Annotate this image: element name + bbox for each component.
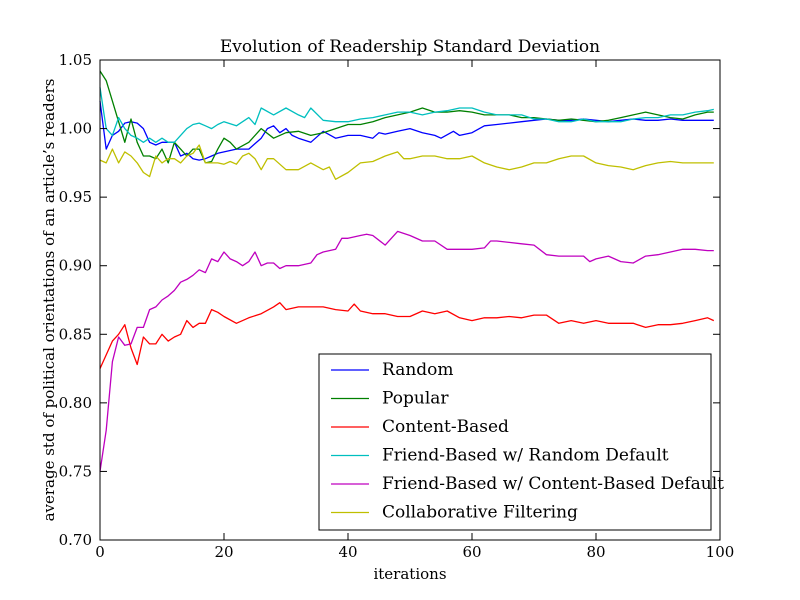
legend-label-5: Collaborative Filtering (382, 503, 578, 523)
y-tick-label: 0.70 (59, 531, 92, 549)
x-tick-label: 60 (462, 543, 481, 561)
legend-label-2: Content-Based (382, 417, 509, 437)
legend-label-3: Friend-Based w/ Random Default (382, 446, 669, 466)
x-axis-label: iterations (373, 565, 446, 583)
plot-frame (99, 59, 721, 541)
x-tick-label: 100 (706, 543, 735, 561)
legend-label-4: Friend-Based w/ Content-Based Default (382, 474, 724, 494)
x-tick-label: 40 (338, 543, 357, 561)
series-line-5 (99, 144, 714, 180)
y-tick-label: 0.95 (59, 188, 92, 206)
y-tick-label: 0.90 (59, 257, 92, 275)
x-tick-label: 0 (95, 543, 105, 561)
legend-label-1: Popular (382, 389, 449, 409)
series-line-3 (99, 87, 714, 143)
legend: Random Popular Content-Based Friend-Based w… (318, 353, 724, 531)
legend-label-0: Random (382, 360, 454, 380)
series-line-2 (99, 302, 715, 369)
y-tick-label: 1.05 (59, 51, 92, 69)
x-tick-label: 80 (586, 543, 605, 561)
y-tick-label: 0.80 (59, 394, 92, 412)
y-tick-label: 0.85 (59, 325, 92, 343)
y-tick-label: 0.75 (59, 462, 92, 480)
x-tick-label: 20 (214, 543, 233, 561)
series-line-1 (99, 70, 714, 164)
series-line-0 (99, 101, 714, 161)
chart-title: Evolution of Readership Standard Deviati… (220, 37, 600, 57)
series-line-4 (99, 230, 714, 472)
legend-box (318, 353, 712, 531)
y-axis-label: average std of political orientations of… (40, 79, 58, 522)
axes-layer: 0 20 40 60 80 100 0.70 0.75 0.80 0.85 0.90 0.95 1.00… (59, 51, 735, 561)
y-tick-label: 1.00 (59, 120, 92, 138)
series-layer (99, 70, 715, 472)
